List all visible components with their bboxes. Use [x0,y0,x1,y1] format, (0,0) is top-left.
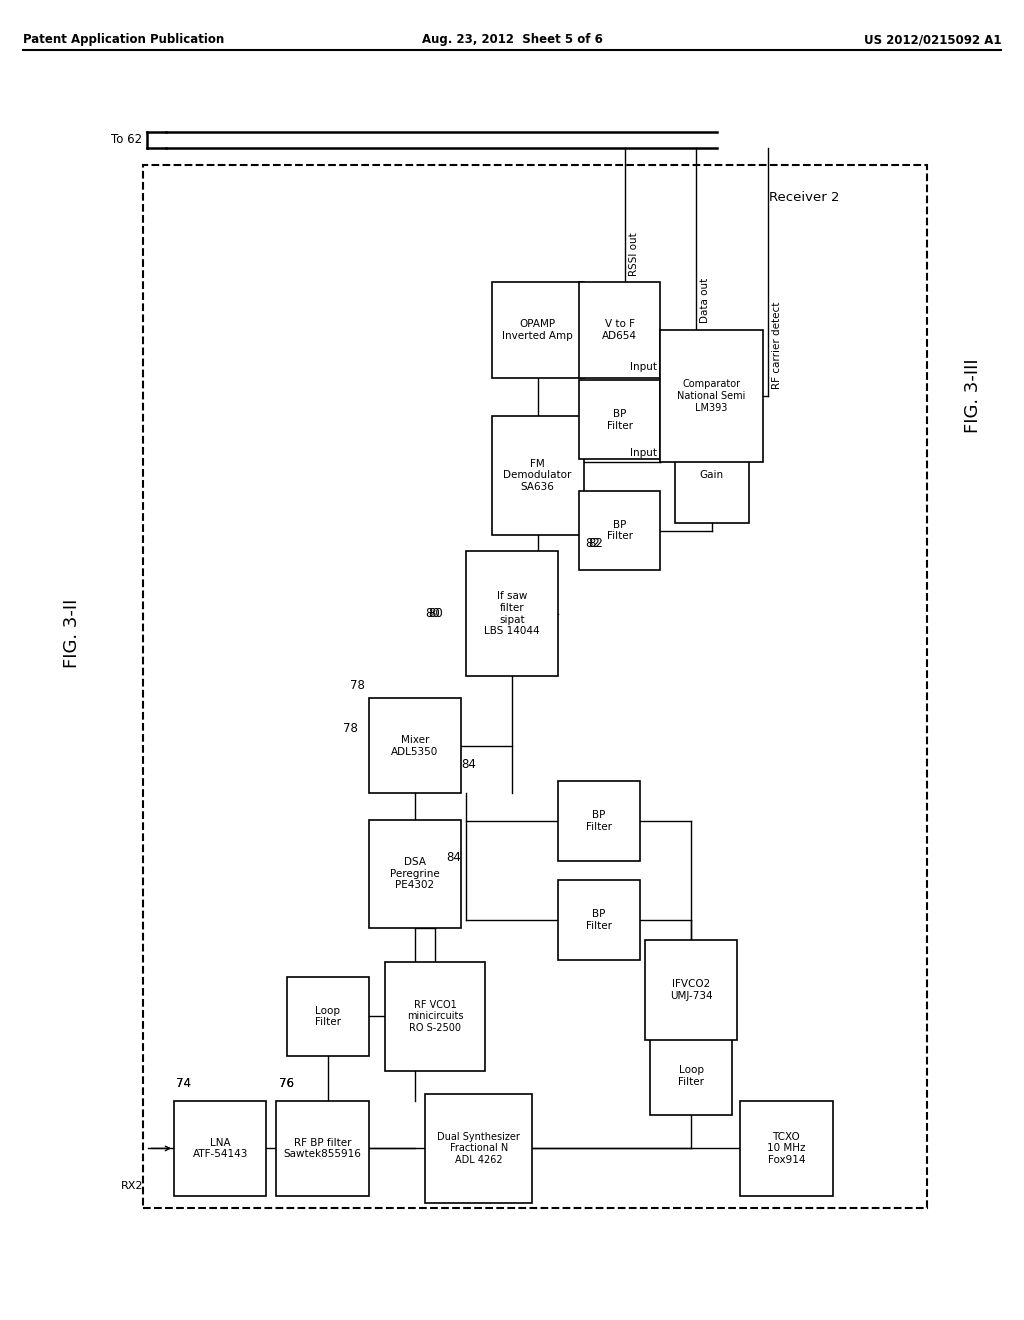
Text: 74: 74 [176,1077,191,1090]
Text: US 2012/0215092 A1: US 2012/0215092 A1 [864,33,1001,46]
Text: RF BP filter
Sawtek855916: RF BP filter Sawtek855916 [284,1138,361,1159]
Text: Receiver 2: Receiver 2 [769,191,839,205]
Text: 84: 84 [445,851,461,863]
Text: Gain: Gain [699,470,724,480]
Text: Loop
Filter: Loop Filter [314,1006,341,1027]
FancyBboxPatch shape [369,698,461,793]
Text: OPAMP
Inverted Amp: OPAMP Inverted Amp [502,319,573,341]
Text: 74: 74 [176,1077,191,1090]
Text: Input: Input [631,362,657,372]
Text: Data out: Data out [700,279,711,323]
Text: LNA
ATF-54143: LNA ATF-54143 [193,1138,248,1159]
FancyBboxPatch shape [675,428,749,523]
Text: 78: 78 [350,678,366,692]
Text: RF VCO1
minicircuits
RO S-2500: RF VCO1 minicircuits RO S-2500 [407,999,464,1034]
FancyBboxPatch shape [425,1094,532,1203]
Text: Comparator
National Semi
LM393: Comparator National Semi LM393 [678,379,745,413]
FancyBboxPatch shape [579,282,660,378]
FancyBboxPatch shape [660,330,763,462]
FancyBboxPatch shape [740,1101,833,1196]
Text: BP
Filter: BP Filter [606,409,633,430]
FancyBboxPatch shape [579,380,660,459]
Text: Input: Input [631,447,657,458]
Text: RF carrier detect: RF carrier detect [772,302,782,389]
Text: Mixer
ADL5350: Mixer ADL5350 [391,735,438,756]
Text: To 62: To 62 [112,133,142,147]
Text: Patent Application Publication: Patent Application Publication [23,33,224,46]
Text: IFVCO2
UMJ-734: IFVCO2 UMJ-734 [670,979,713,1001]
FancyBboxPatch shape [276,1101,369,1196]
FancyBboxPatch shape [650,1036,732,1115]
Text: BP
Filter: BP Filter [586,810,612,832]
Text: 80: 80 [426,607,440,620]
Text: 82: 82 [588,537,603,550]
Text: TCXO
10 MHz
Fox914: TCXO 10 MHz Fox914 [767,1131,806,1166]
Text: Loop
Filter: Loop Filter [678,1065,705,1086]
Text: 84: 84 [461,758,476,771]
FancyBboxPatch shape [174,1101,266,1196]
Text: FM
Demodulator
SA636: FM Demodulator SA636 [504,458,571,492]
FancyBboxPatch shape [645,940,737,1040]
Text: 82: 82 [586,537,601,550]
FancyBboxPatch shape [558,880,640,960]
Text: BP
Filter: BP Filter [606,520,633,541]
Text: 76: 76 [279,1077,294,1090]
FancyBboxPatch shape [287,977,369,1056]
Text: FIG. 3-III: FIG. 3-III [964,359,982,433]
Text: 80: 80 [429,607,443,620]
Text: Dual Synthesizer
Fractional N
ADL 4262: Dual Synthesizer Fractional N ADL 4262 [437,1131,520,1166]
Text: If saw
filter
sipat
LBS 14044: If saw filter sipat LBS 14044 [484,591,540,636]
Text: 76: 76 [279,1077,294,1090]
Text: FIG. 3-II: FIG. 3-II [62,599,81,668]
Text: DSA
Peregrine
PE4302: DSA Peregrine PE4302 [390,857,439,891]
Text: V to F
AD654: V to F AD654 [602,319,637,341]
FancyBboxPatch shape [466,552,558,676]
FancyBboxPatch shape [492,416,584,535]
FancyBboxPatch shape [143,165,927,1208]
FancyBboxPatch shape [558,781,640,861]
Text: RX2: RX2 [121,1181,143,1192]
Text: BP
Filter: BP Filter [586,909,612,931]
Text: RSSI out: RSSI out [629,232,639,276]
FancyBboxPatch shape [579,491,660,570]
FancyBboxPatch shape [385,962,485,1071]
FancyBboxPatch shape [492,282,584,378]
FancyBboxPatch shape [369,820,461,928]
Text: 78: 78 [343,722,358,735]
Text: Aug. 23, 2012  Sheet 5 of 6: Aug. 23, 2012 Sheet 5 of 6 [422,33,602,46]
